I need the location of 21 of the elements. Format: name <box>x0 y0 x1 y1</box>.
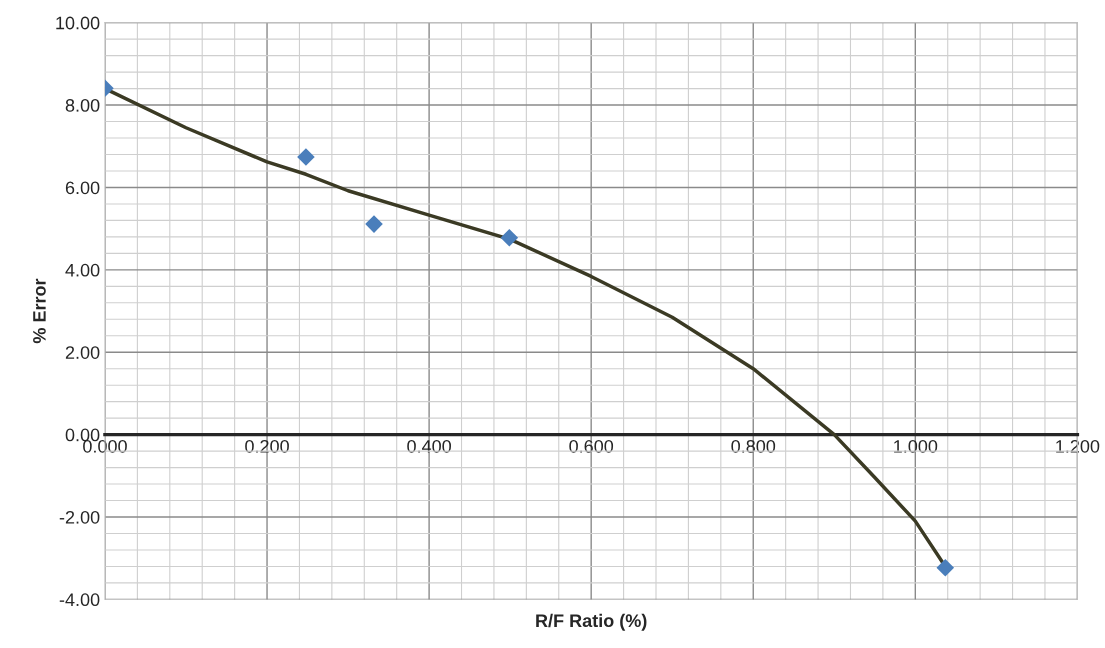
y-tick-label: 0.00 <box>65 428 100 442</box>
point <box>936 558 955 577</box>
point <box>365 215 383 233</box>
x-tick-label: 0.600 <box>569 439 614 453</box>
x-tick-label: 0.200 <box>245 439 289 453</box>
y-tick-label: 10.00 <box>56 16 100 30</box>
y-tick-label: 6.00 <box>65 181 100 195</box>
x-tick-label: 0.000 <box>83 439 127 453</box>
point <box>500 228 519 247</box>
y-tick-label: 4.00 <box>65 263 100 277</box>
x-tick-label: 1.200 <box>1056 439 1100 453</box>
y-tick-label: 8.00 <box>65 99 100 112</box>
y-tick-label: 2.00 <box>65 346 100 359</box>
y-tick-label: -4.00 <box>59 593 100 607</box>
y-axis-title: % Error <box>33 278 46 344</box>
x-tick-label: 0.400 <box>407 439 451 453</box>
x-tick-label: 1.000 <box>894 439 938 453</box>
point <box>297 148 315 166</box>
x-axis-title: R/F Ratio (%) <box>536 613 647 631</box>
x-tick-label: 0.800 <box>731 439 776 453</box>
y-tick-label: -2.00 <box>59 510 100 524</box>
